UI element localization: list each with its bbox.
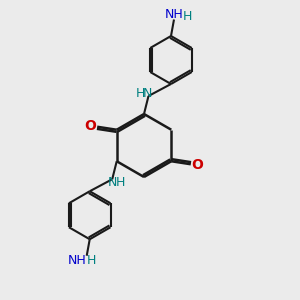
Text: NH: NH	[68, 254, 86, 267]
Text: H: H	[116, 176, 125, 189]
Text: N: N	[108, 176, 118, 189]
Text: H: H	[86, 254, 96, 267]
Text: N: N	[143, 86, 153, 100]
Text: H: H	[183, 10, 192, 23]
Text: NH: NH	[165, 8, 183, 22]
Text: O: O	[85, 119, 97, 133]
Text: O: O	[191, 158, 203, 172]
Text: H: H	[135, 86, 145, 100]
